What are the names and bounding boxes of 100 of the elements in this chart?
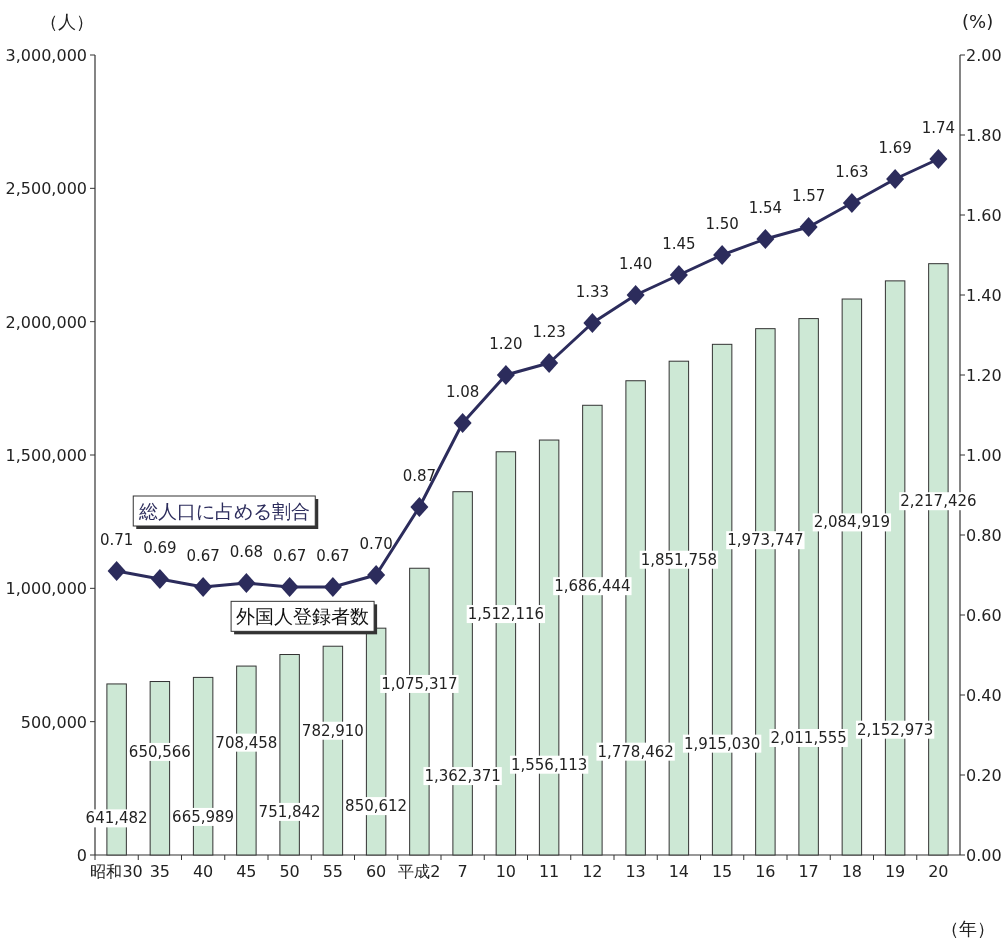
data-label: 1,362,371	[424, 767, 501, 786]
y2-tick-label: 1.60	[966, 206, 1002, 225]
y2-tick-label: 0.00	[966, 846, 1002, 865]
data-label: 1.63	[835, 163, 869, 181]
x-tick-label: 10	[495, 862, 517, 881]
data-label: 1,556,113	[510, 755, 588, 774]
y2-tick-label: 1.80	[966, 126, 1002, 145]
point	[107, 561, 126, 581]
x-tick-label: 15	[711, 862, 733, 881]
data-label: 0.71	[99, 531, 134, 549]
point	[410, 497, 429, 517]
data-label: 1,075,317	[381, 674, 458, 693]
point	[842, 193, 861, 213]
data-label: 2,084,919	[813, 513, 891, 532]
data-label: 751,842	[258, 802, 321, 821]
point	[453, 413, 472, 433]
data-label: 1.40	[618, 255, 653, 273]
data-label: 1.57	[791, 187, 826, 205]
data-label: 650,566	[128, 742, 191, 761]
data-label: 1,973,747	[727, 531, 804, 550]
data-label: 782,910	[301, 721, 364, 740]
y-axis-title: （人）	[40, 11, 94, 32]
data-label: 2,217,426	[900, 492, 977, 511]
x-axis-title: （年）	[941, 918, 995, 939]
data-label: 0.87	[402, 467, 437, 485]
text: 総人口に占める割合	[138, 500, 311, 522]
point	[237, 573, 256, 593]
data-label: 1,512,116	[467, 605, 545, 624]
x-tick-label: 55	[322, 862, 344, 881]
data-label: 665,989	[172, 807, 235, 826]
point	[367, 565, 386, 585]
x-tick-label: 20	[928, 862, 949, 881]
point	[929, 149, 948, 169]
data-label: 1.69	[878, 139, 912, 157]
y2-tick-label: 1.20	[966, 366, 1002, 385]
x-tick-label: 19	[884, 862, 906, 881]
point	[323, 577, 342, 597]
y-tick-label: 3,000,000	[5, 46, 87, 65]
data-label: 1,915,030	[683, 734, 761, 753]
data-label: 1.50	[705, 215, 739, 233]
data-label: 1,686,444	[554, 577, 631, 596]
data-label: 0.67	[186, 547, 220, 565]
x-tick-label: 11	[538, 862, 560, 881]
point	[713, 245, 732, 265]
x-tick-label: 12	[582, 862, 603, 881]
data-label: 1,778,462	[597, 742, 674, 761]
x-tick-label: 35	[149, 862, 171, 881]
y2-tick-label: 1.00	[966, 446, 1002, 465]
series-label: 外国人登録者数	[236, 605, 370, 628]
y-tick-label: 1,500,000	[5, 446, 87, 465]
point	[194, 577, 213, 597]
point	[626, 285, 645, 305]
data-label: 2,152,973	[856, 720, 934, 739]
point	[496, 365, 515, 385]
data-label: 0.68	[229, 543, 264, 561]
x-tick-label: 45	[236, 862, 257, 881]
data-label: 1.20	[489, 335, 523, 353]
x-tick-label: 平成2	[398, 862, 441, 881]
data-label: 1.54	[748, 199, 783, 217]
data-label: 1.23	[532, 323, 566, 341]
data-label: 2,011,555	[770, 728, 847, 747]
point	[540, 353, 559, 373]
x-tick-label: 60	[365, 862, 387, 881]
x-tick-label: 16	[755, 862, 776, 881]
y-tick-label: 500,000	[20, 712, 87, 732]
y2-tick-label: 1.40	[966, 286, 1002, 305]
data-label: 1,851,758	[640, 550, 718, 569]
data-label: 850,612	[345, 797, 408, 816]
y2-tick-label: 0.40	[966, 686, 1002, 705]
x-tick-label: 7	[457, 862, 468, 881]
point	[150, 569, 169, 589]
data-label: 0.67	[272, 547, 307, 565]
x-tick-label: 14	[668, 862, 690, 881]
y2-tick-label: 0.20	[966, 766, 1002, 785]
y2-tick-label: 2.00	[966, 46, 1002, 65]
x-tick-label: 17	[798, 862, 819, 881]
data-label: 1.74	[921, 119, 956, 137]
x-tick-label: 18	[841, 862, 863, 881]
data-label: 708,458	[215, 733, 278, 752]
y2-tick-label: 0.80	[966, 526, 1002, 545]
data-label: 1.45	[662, 235, 696, 253]
y2-tick-label: 0.60	[966, 606, 1002, 625]
data-label: 0.69	[143, 539, 177, 557]
point	[583, 313, 602, 333]
point	[280, 577, 299, 597]
point	[669, 265, 688, 285]
data-label: 1.08	[445, 383, 480, 401]
y2-axis-title: (%)	[962, 11, 994, 32]
y-tick-label: 2,500,000	[5, 179, 87, 199]
data-label: 0.67	[316, 547, 350, 565]
point	[756, 229, 775, 249]
data-label: 1.33	[575, 283, 610, 301]
y-tick-label: 0	[76, 846, 87, 865]
x-tick-label: 50	[279, 862, 300, 881]
x-tick-label: 昭和30	[90, 862, 143, 881]
x-tick-label: 40	[192, 862, 214, 881]
x-tick-label: 13	[625, 862, 646, 881]
data-label: 641,482	[85, 809, 148, 828]
point	[886, 169, 905, 189]
y-tick-label: 2,000,000	[5, 312, 87, 332]
